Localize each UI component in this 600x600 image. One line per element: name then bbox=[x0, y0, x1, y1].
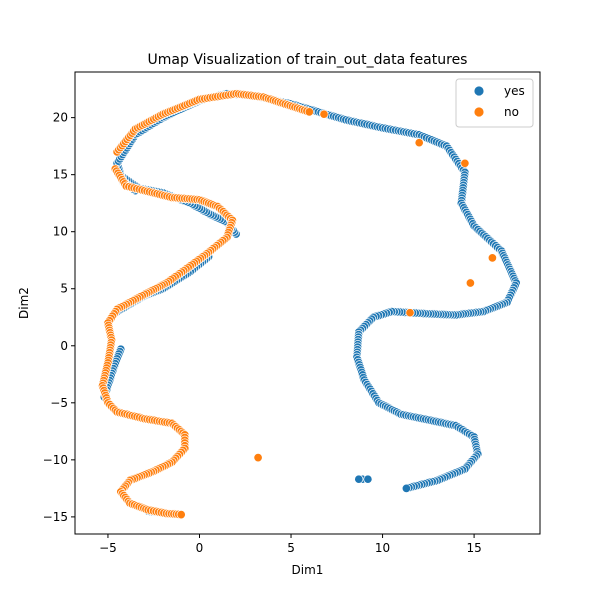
plot-area-frame bbox=[74, 71, 541, 535]
x-tick-label: 5 bbox=[287, 541, 295, 555]
x-tick-label: −5 bbox=[99, 541, 117, 555]
y-tick-label: 0 bbox=[60, 339, 68, 353]
x-tick-label: 15 bbox=[466, 541, 481, 555]
y-tick-label: −10 bbox=[43, 453, 68, 467]
x-tick-label: 0 bbox=[196, 541, 204, 555]
legend-marker-no bbox=[473, 106, 485, 118]
data-point-no bbox=[405, 308, 415, 318]
y-axis-ticks: −15 −10 −5 0 5 10 15 20 bbox=[43, 111, 75, 524]
x-axis-label: Dim1 bbox=[292, 563, 324, 577]
legend: yes no bbox=[455, 78, 534, 128]
data-point-no bbox=[304, 107, 314, 117]
data-point-no bbox=[319, 109, 329, 119]
data-point-no bbox=[465, 278, 475, 288]
data-point-yes bbox=[363, 474, 373, 484]
y-axis-label: Dim2 bbox=[17, 287, 31, 319]
y-tick-label: 20 bbox=[53, 111, 68, 125]
series-no bbox=[97, 89, 497, 520]
data-point-yes bbox=[401, 483, 411, 493]
legend-label-yes: yes bbox=[504, 84, 525, 98]
y-tick-label: 10 bbox=[53, 225, 68, 239]
y-tick-label: −15 bbox=[43, 510, 68, 524]
legend-label-no: no bbox=[504, 105, 519, 119]
y-tick-label: −5 bbox=[50, 396, 68, 410]
x-tick-label: 10 bbox=[375, 541, 390, 555]
y-tick-label: 5 bbox=[60, 282, 68, 296]
points-layer bbox=[97, 89, 521, 520]
chart-title: Umap Visualization of train_out_data fea… bbox=[148, 52, 468, 68]
data-point-no bbox=[460, 158, 470, 168]
y-tick-label: 15 bbox=[53, 168, 68, 182]
legend-marker-yes bbox=[473, 85, 485, 97]
data-point-no bbox=[487, 253, 497, 263]
x-axis-ticks: −5 0 5 10 15 bbox=[99, 534, 482, 555]
data-point-no bbox=[414, 138, 424, 148]
data-point-no bbox=[176, 510, 186, 520]
data-point-no bbox=[253, 453, 263, 463]
data-point-yes bbox=[354, 474, 364, 484]
